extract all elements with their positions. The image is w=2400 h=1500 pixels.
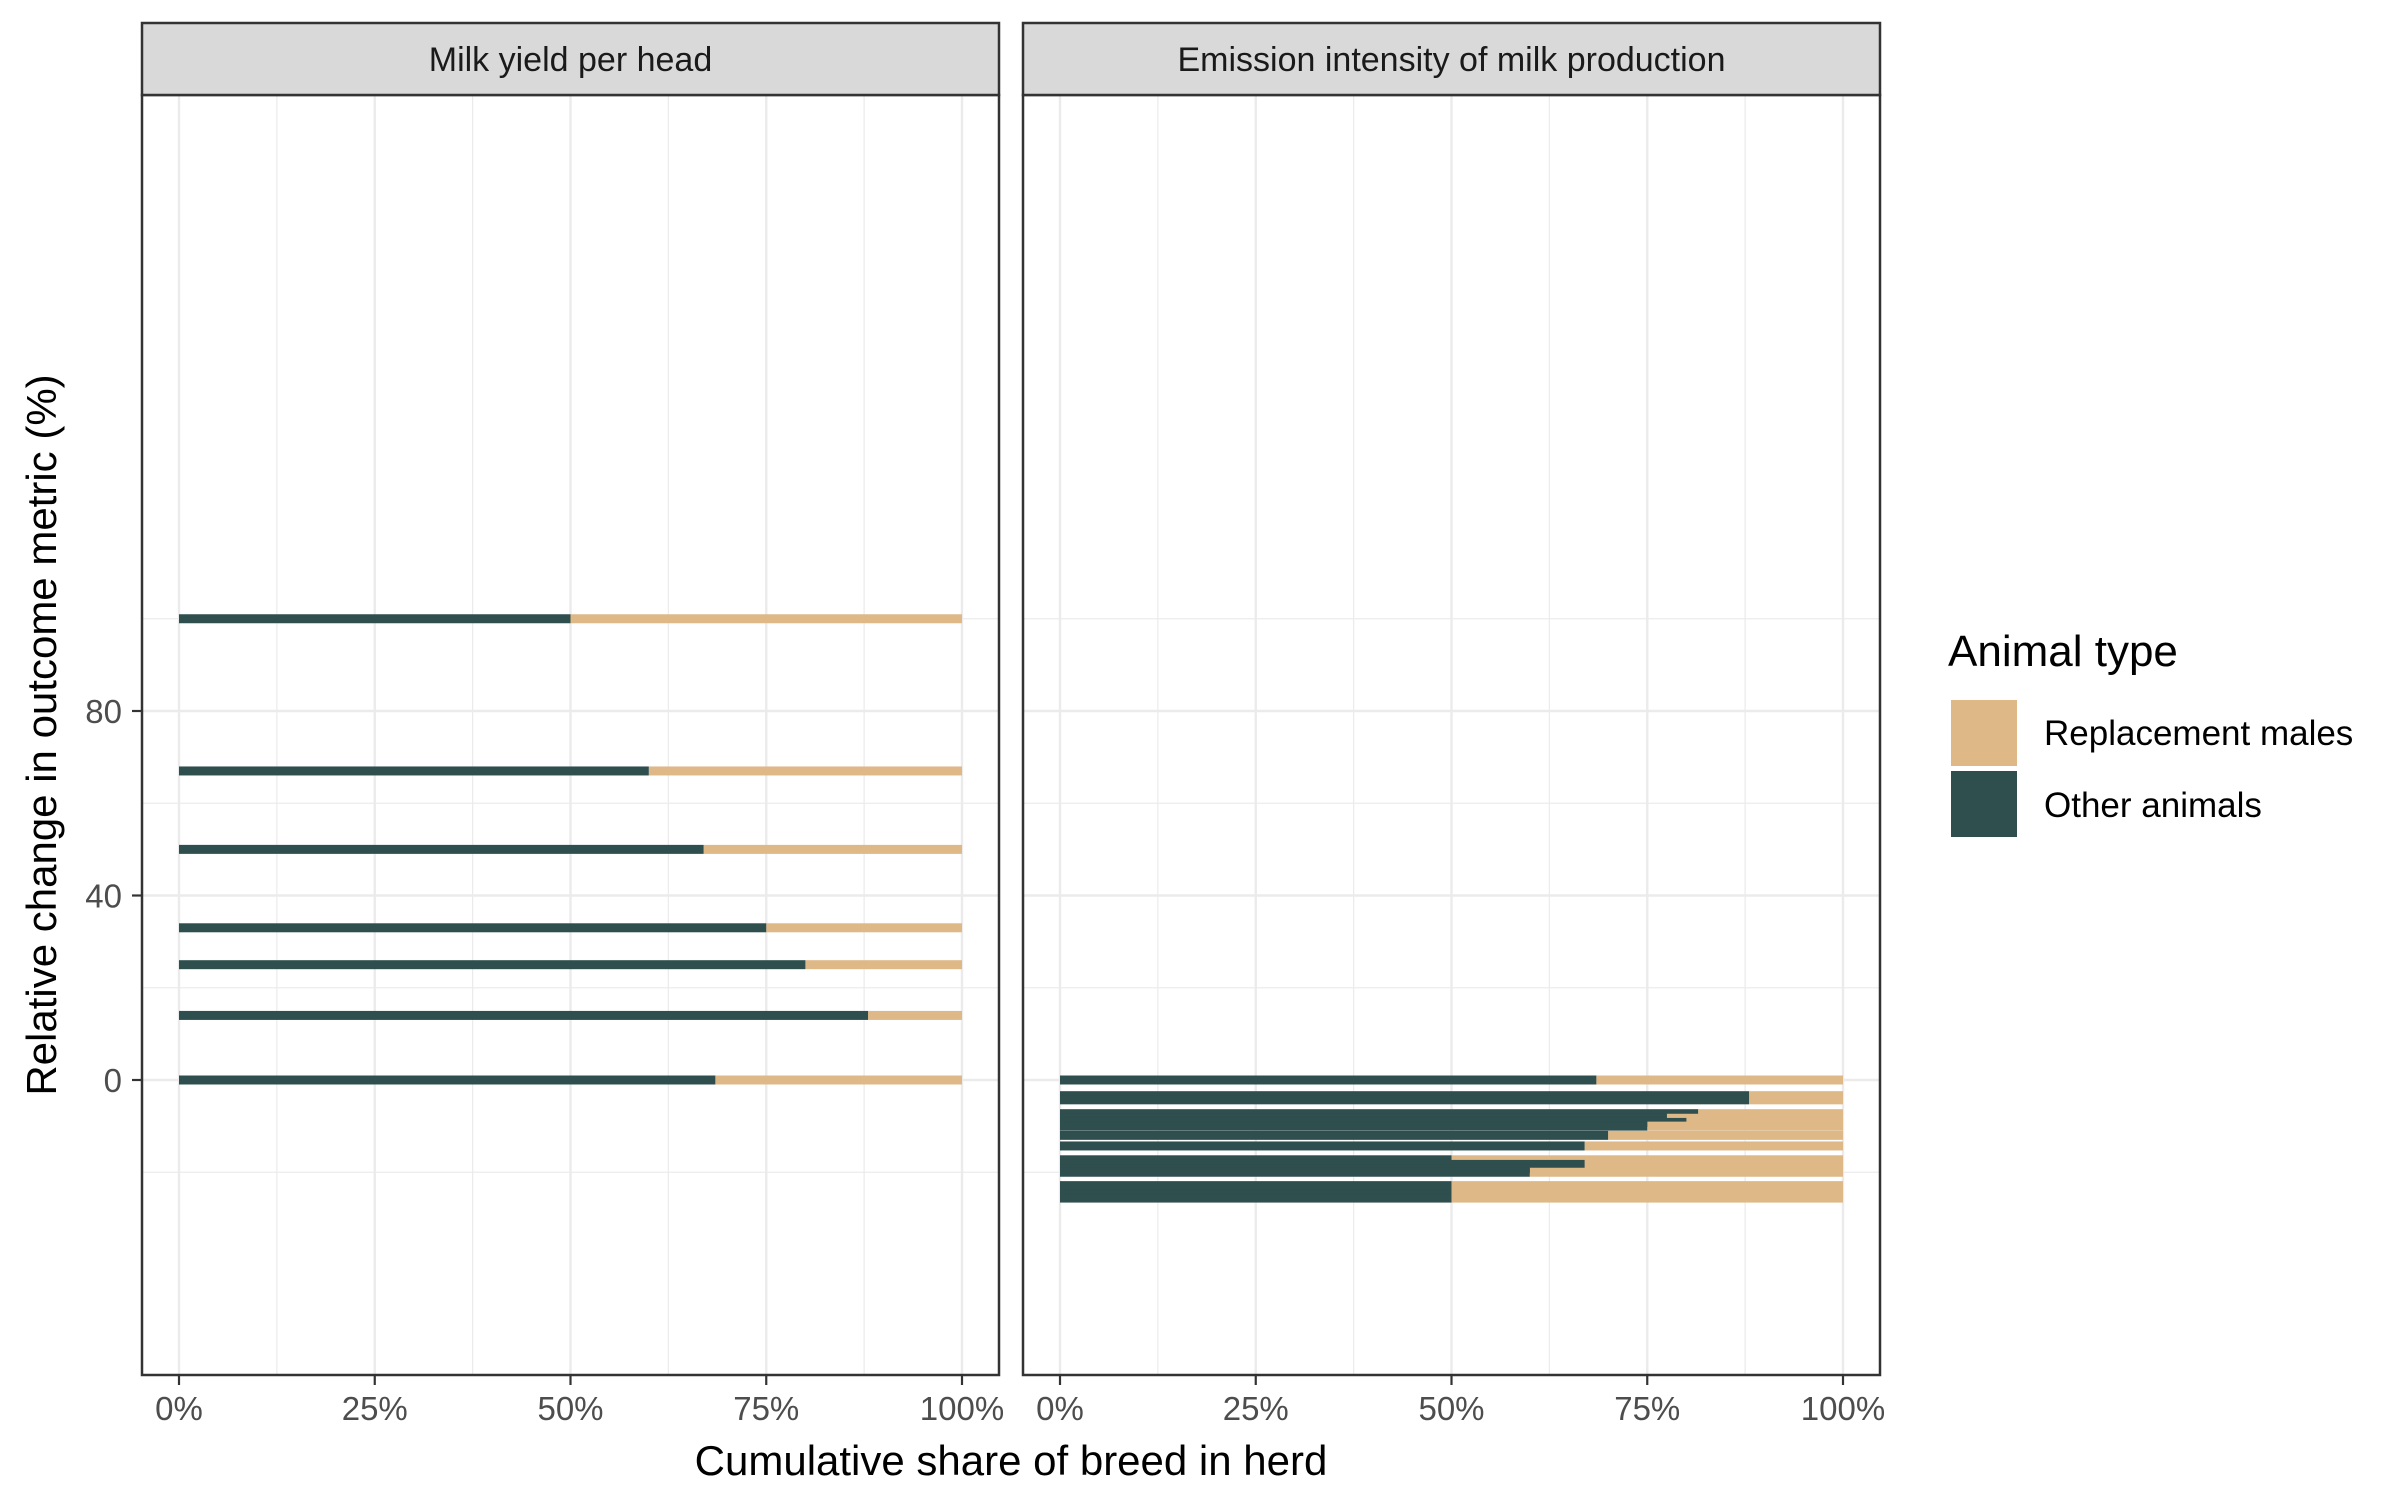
x-tick-label: 50% [1418, 1390, 1484, 1427]
bar-replacement-males [1749, 1095, 1843, 1105]
bar-replacement-males [1596, 1075, 1843, 1085]
bar-replacement-males [1647, 1121, 1843, 1131]
bar-other-animals [179, 1010, 869, 1020]
x-tick-label: 75% [1614, 1390, 1680, 1427]
panel-bars [179, 614, 962, 1085]
panel-title: Emission intensity of milk production [1177, 41, 1725, 79]
legend-label-replacement-males: Replacement males [2044, 714, 2353, 753]
bar-other-animals [179, 960, 806, 970]
y-tick-label: 0 [104, 1062, 122, 1099]
y-axis: 0 40 80 [85, 693, 142, 1099]
x-tick-label: 75% [733, 1390, 799, 1427]
bar-other-animals [1060, 1155, 1452, 1165]
bar-replacement-males [1451, 1155, 1843, 1165]
x-tick-label: 25% [1223, 1390, 1289, 1427]
x-tick-label: 100% [920, 1390, 1004, 1427]
x-tick-label: 100% [1801, 1390, 1885, 1427]
strip-background [140, 21, 1001, 97]
bar-replacement-males [1584, 1141, 1843, 1151]
bar-other-animals [1060, 1121, 1648, 1131]
x-axis-left-panel: 0% 25% 50% 75% 100% [155, 1375, 1004, 1427]
bar-replacement-males [1698, 1109, 1843, 1119]
x-tick-label: 0% [155, 1390, 203, 1427]
bar-replacement-males [868, 1010, 962, 1020]
bar-other-animals [1060, 1141, 1585, 1151]
bar-other-animals [1060, 1109, 1699, 1119]
x-axis-title: Cumulative share of breed in herd [695, 1437, 1328, 1484]
legend-title: Animal type [1948, 627, 2178, 676]
bar-other-animals [1060, 1130, 1609, 1140]
bar-other-animals [1060, 1075, 1597, 1085]
bar-replacement-males [648, 766, 962, 776]
bar-other-animals [179, 766, 649, 776]
bar-replacement-males [766, 923, 962, 933]
strip-background [1021, 21, 1882, 97]
legend-key-other-animals [1951, 771, 2017, 837]
bar-other-animals [1060, 1095, 1750, 1105]
bar-replacement-males [1451, 1193, 1843, 1203]
legend-key-replacement-males [1951, 700, 2017, 766]
bar-replacement-males [570, 614, 962, 624]
panel-bars [1060, 1075, 1843, 1203]
legend-label-other-animals: Other animals [2044, 786, 2262, 825]
bar-other-animals [179, 844, 704, 854]
panel-title: Milk yield per head [429, 41, 712, 79]
bar-replacement-males [703, 844, 962, 854]
x-tick-label: 50% [537, 1390, 603, 1427]
bar-other-animals [179, 923, 767, 933]
legend: Animal type Replacement males Other anim… [1948, 627, 2353, 837]
x-tick-label: 0% [1036, 1390, 1084, 1427]
y-tick-label: 80 [85, 693, 122, 730]
bar-other-animals [1060, 1167, 1530, 1177]
y-axis-title: Relative change in outcome metric (%) [18, 374, 65, 1095]
panel-emission-intensity: Emission intensity of milk production [1021, 21, 1882, 1377]
x-tick-label: 25% [342, 1390, 408, 1427]
y-tick-label: 40 [85, 878, 122, 915]
bar-replacement-males [1529, 1167, 1843, 1177]
x-axis-right-panel: 0% 25% 50% 75% 100% [1036, 1375, 1885, 1427]
bar-replacement-males [1608, 1130, 1843, 1140]
bar-other-animals [179, 1075, 716, 1085]
bar-other-animals [179, 614, 571, 624]
bar-other-animals [1060, 1193, 1452, 1203]
bar-replacement-males [805, 960, 962, 970]
panel-milk-yield: Milk yield per head [140, 21, 1001, 1377]
bar-replacement-males [715, 1075, 962, 1085]
